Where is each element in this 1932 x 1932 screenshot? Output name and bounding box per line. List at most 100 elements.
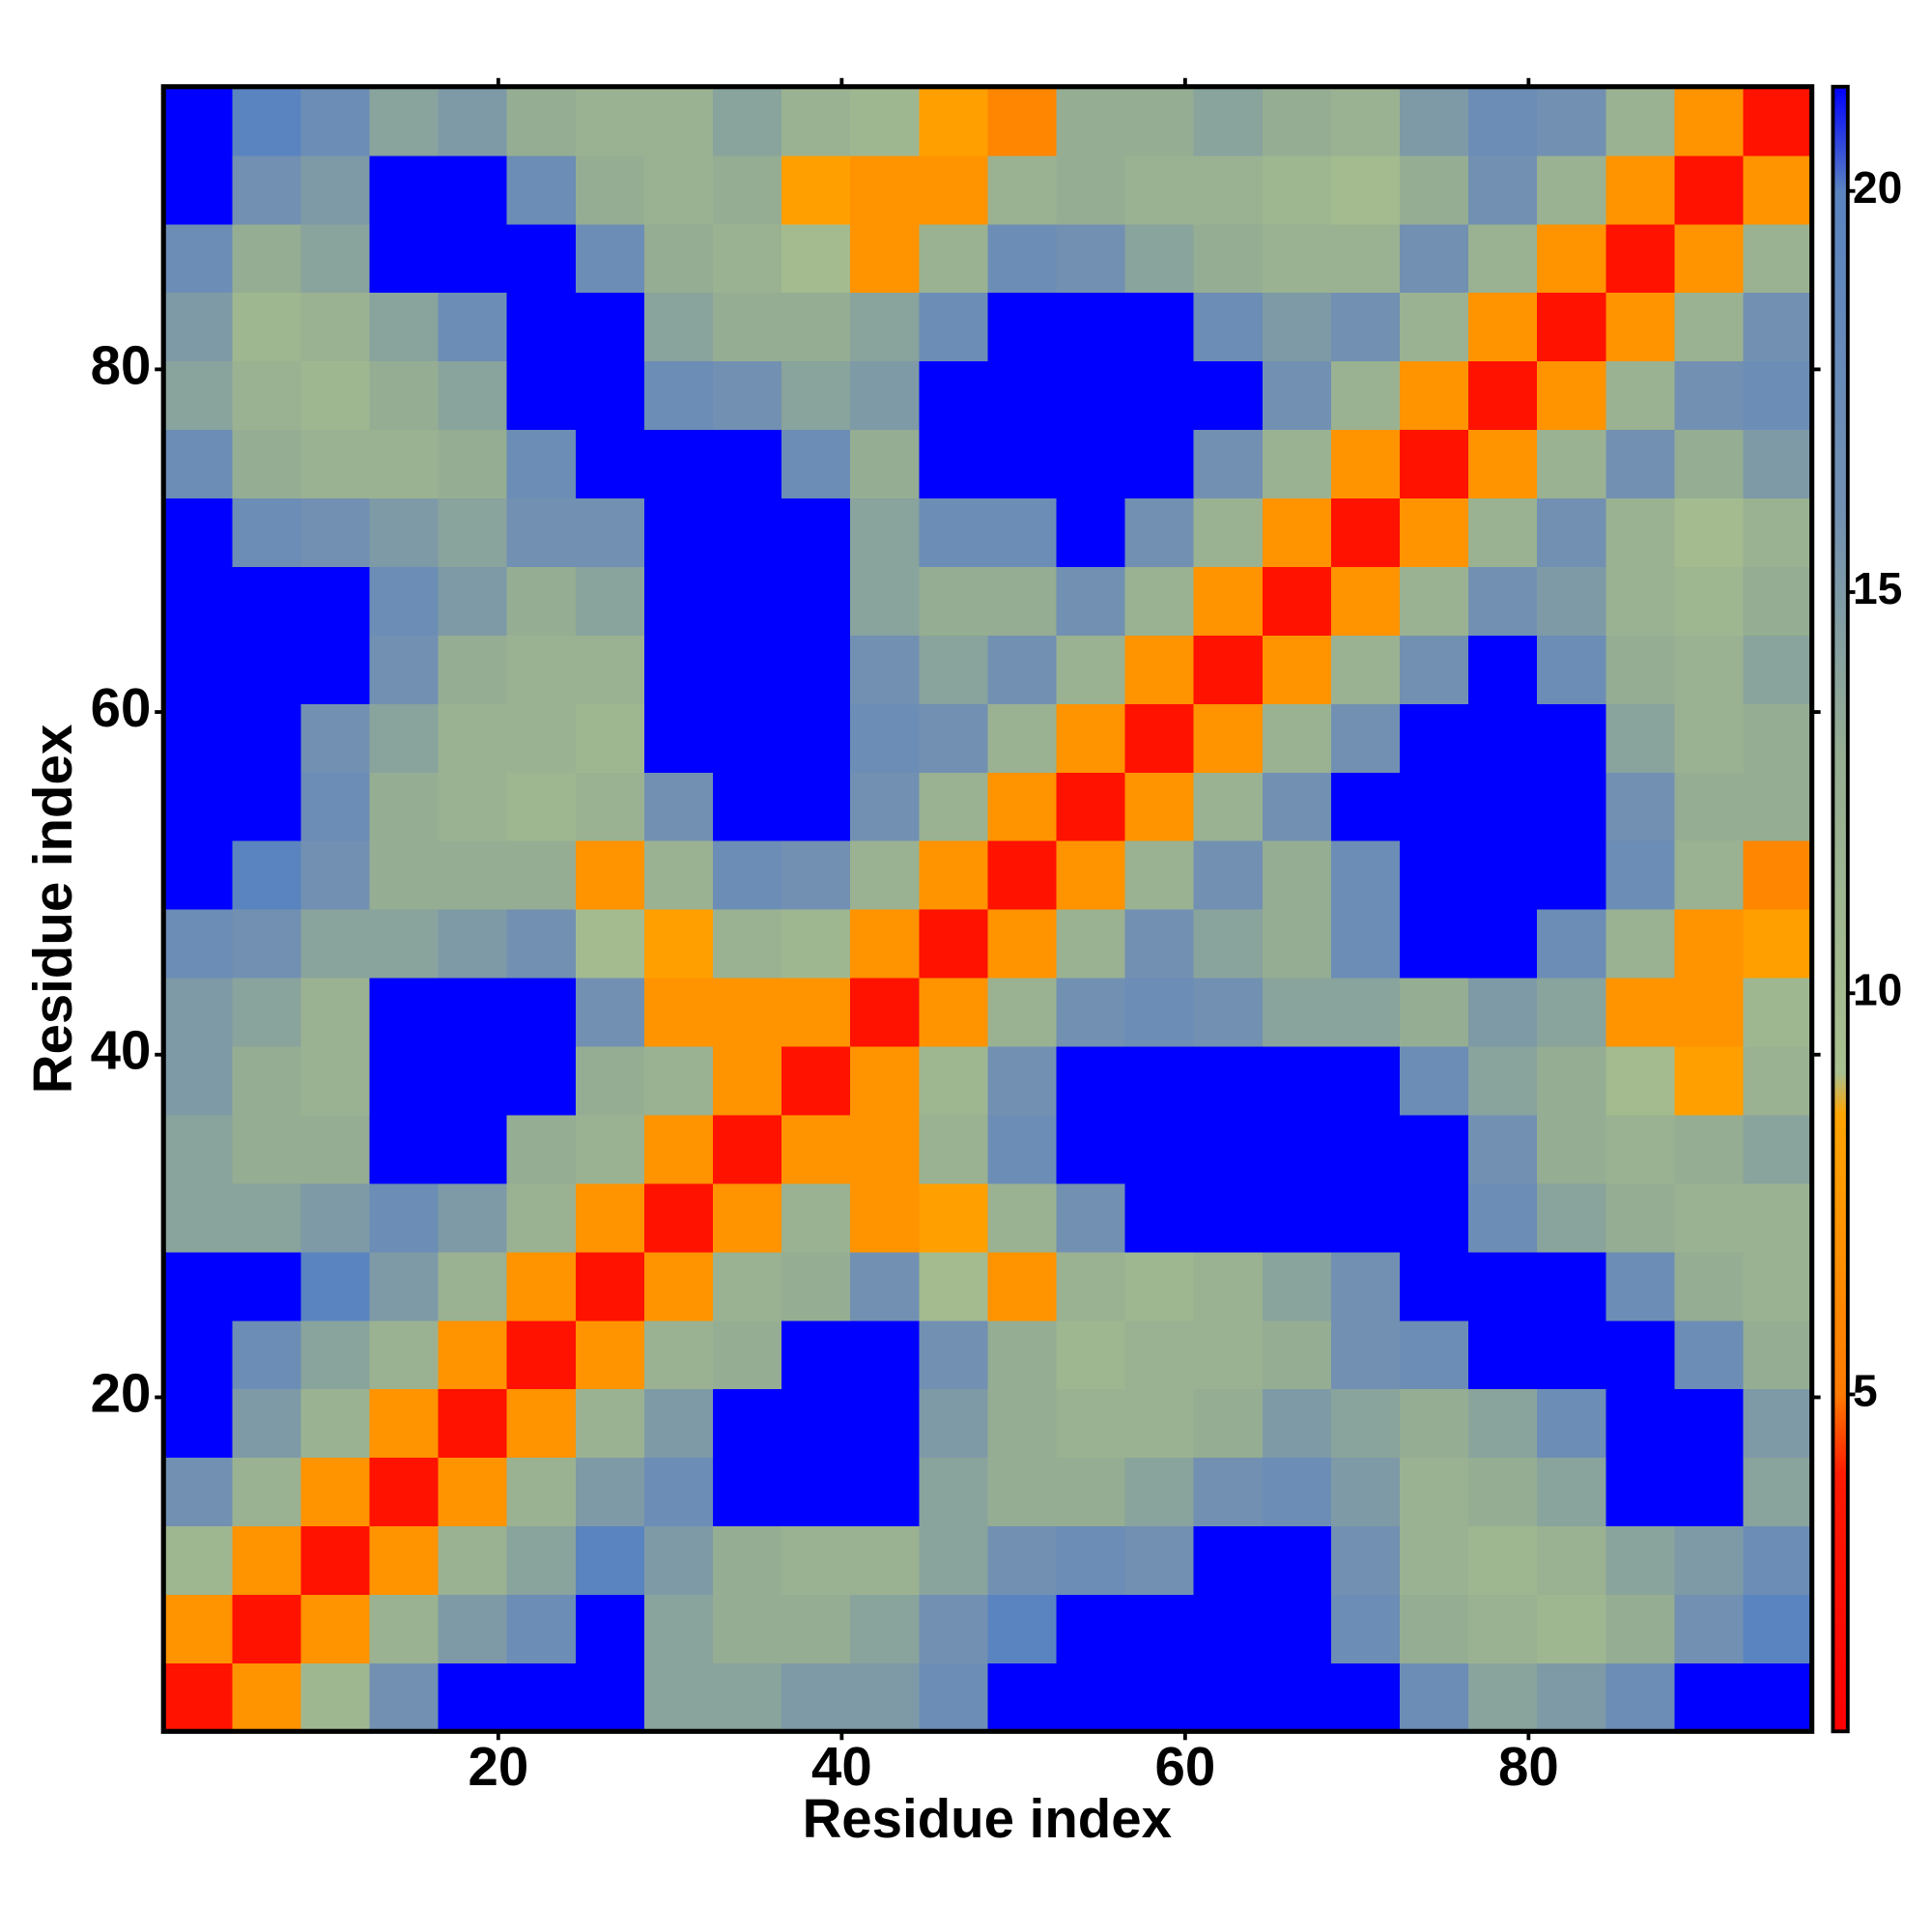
heatmap-cell [987,703,1058,773]
x-axis-title: Residue index [803,1788,1172,1849]
heatmap-cell [163,1114,233,1184]
heatmap-cell [919,977,989,1047]
heatmap-cell [369,840,440,910]
heatmap-cell [1468,1388,1538,1459]
heatmap-cell [1262,1251,1332,1321]
heatmap-cell [369,360,440,431]
heatmap-cell [1468,772,1538,841]
heatmap-cell [643,223,714,294]
heatmap-cell [1674,1045,1745,1116]
heatmap-cell [1193,772,1264,841]
heatmap-cell [919,1114,989,1184]
heatmap-cell [919,223,989,294]
heatmap-cell [1468,566,1538,636]
heatmap-cell [781,292,851,362]
heatmap-cell [438,635,508,704]
heatmap-cell [781,1182,851,1253]
heatmap-cell [1330,292,1401,362]
heatmap-cell [369,1251,440,1321]
heatmap-cell [1674,292,1745,362]
heatmap-cell [1124,1114,1195,1184]
heatmap-cell [506,1320,577,1390]
heatmap-cell [575,1320,645,1390]
heatmap-cell [1262,223,1332,294]
heatmap-cell [1468,703,1538,773]
heatmap-cell [1193,292,1264,362]
heatmap-cell [1193,223,1264,294]
heatmap-cell [1056,1114,1126,1184]
heatmap-cell [919,1594,989,1664]
heatmap-cell [1743,1388,1813,1459]
heatmap-cell [369,977,440,1047]
heatmap-cell [643,497,714,567]
heatmap-cell [1400,1251,1469,1321]
heatmap-cell [1056,292,1126,362]
heatmap-cell [1743,772,1813,841]
heatmap-cell [1468,1182,1538,1253]
heatmap-cell [575,1388,645,1459]
heatmap-cell [369,1594,440,1664]
heatmap-cell [1743,1457,1813,1527]
heatmap-cell [1605,1388,1676,1459]
heatmap-cell [438,1114,508,1184]
heatmap-cell [1193,1594,1264,1664]
heatmap-cell [1056,155,1126,225]
heatmap-cell [1124,1320,1195,1390]
heatmap-cell [163,566,233,636]
heatmap-cell [506,1662,577,1732]
heatmap-cell [232,703,302,773]
heatmap-cell [506,909,577,979]
heatmap-cell [506,1457,577,1527]
heatmap-cell [1330,635,1401,704]
heatmap-cell [232,1594,302,1664]
heatmap-cell [919,1251,989,1321]
heatmap-cell [1605,1114,1676,1184]
heatmap-cell [1124,155,1195,225]
heatmap-cell [919,292,989,362]
heatmap-cell [506,1525,577,1596]
heatmap-cell [232,1251,302,1321]
colorbar-segment [1833,511,1848,753]
colorbar-tick-label: 10 [1853,964,1902,1014]
heatmap-cell [713,1594,782,1664]
heatmap-cell [919,1388,989,1459]
heatmap-cell [643,1388,714,1459]
heatmap-cell [1193,1388,1264,1459]
heatmap-cell [1537,566,1606,636]
heatmap-cell [1330,840,1401,910]
heatmap-cell [232,566,302,636]
heatmap-cell [850,703,920,773]
heatmap-cell [781,429,851,499]
heatmap-cell [643,1114,714,1184]
heatmap-cell [232,840,302,910]
heatmap-cell [1468,1525,1538,1596]
heatmap-cell [1743,155,1813,225]
heatmap-cell [1400,155,1469,225]
heatmap-cell [1262,1594,1332,1664]
heatmap-cell [232,1045,302,1116]
heatmap-cell [919,429,989,499]
heatmap-cell [1193,497,1264,567]
heatmap-cell [1674,1594,1745,1664]
colorbar-segment [1833,1394,1848,1476]
heatmap-cell [1193,635,1264,704]
heatmap-cell [1330,360,1401,431]
heatmap-cell [1330,772,1401,841]
heatmap-cell [1605,1525,1676,1596]
heatmap-cell [506,292,577,362]
heatmap-cell [1537,497,1606,567]
heatmap-cell [1330,1320,1401,1390]
heatmap-cell [919,703,989,773]
heatmap-cell [506,429,577,499]
heatmap-cell [1400,429,1469,499]
heatmap-cell [232,360,302,431]
heatmap-cell [369,703,440,773]
heatmap-cell [1605,1251,1676,1321]
heatmap-cell [300,360,371,431]
heatmap-cell [232,1662,302,1732]
heatmap-cell [1124,1525,1195,1596]
heatmap-cell [1262,497,1332,567]
heatmap-cell [1330,1182,1401,1253]
heatmap-cell [850,977,920,1047]
heatmap-cell [1674,1457,1745,1527]
